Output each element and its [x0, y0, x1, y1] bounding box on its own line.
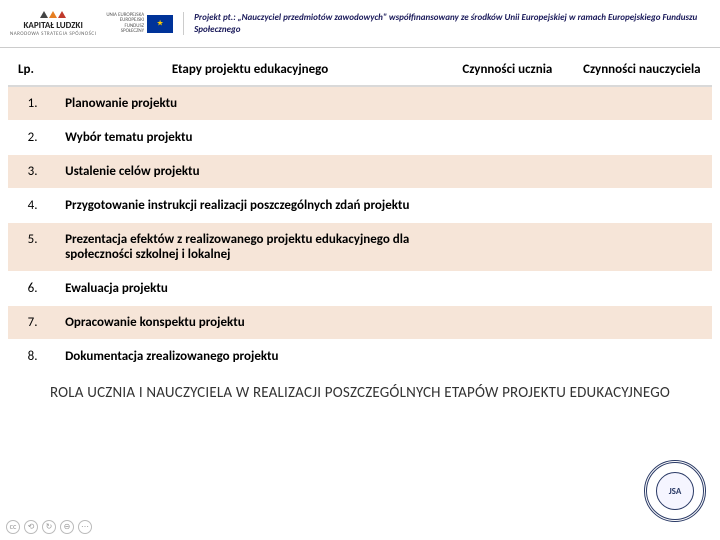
col-header-teacher: Czynności nauczyciela: [572, 54, 712, 86]
cell-lp: 4.: [8, 189, 57, 223]
table-row: 2.Wybór tematu projektu: [8, 121, 712, 155]
eu-text: UNIA EUROPEJSKA EUROPEJSKI FUNDUSZ SPOŁE…: [106, 13, 144, 35]
cell-student: [443, 155, 572, 189]
cell-teacher: [572, 86, 712, 121]
cell-student: [443, 306, 572, 340]
cc-icon: cc: [6, 520, 20, 534]
eu-flag-icon: [147, 15, 173, 33]
more-icon: ⋯: [78, 520, 92, 534]
table-row: 4.Przygotowanie instrukcji realizacji po…: [8, 189, 712, 223]
table-header-row: Lp. Etapy projektu edukacyjnego Czynnośc…: [8, 54, 712, 86]
cell-teacher: [572, 223, 712, 272]
table-row: 1.Planowanie projektu: [8, 86, 712, 121]
project-title-text: Projekt pt.: „Nauczyciel przedmiotów zaw…: [183, 12, 710, 35]
cell-student: [443, 223, 572, 272]
eu-logo: UNIA EUROPEJSKA EUROPEJSKI FUNDUSZ SPOŁE…: [106, 13, 173, 35]
cell-lp: 1.: [8, 86, 57, 121]
kapital-ludzki-logo: KAPITAŁ LUDZKI NARODOWA STRATEGIA SPÓJNO…: [10, 11, 96, 37]
attribution-icon: ⟲: [24, 520, 38, 534]
cell-teacher: [572, 306, 712, 340]
project-stages-table-wrap: Lp. Etapy projektu edukacyjnego Czynnośc…: [0, 48, 720, 374]
cell-lp: 6.: [8, 272, 57, 306]
cell-lp: 5.: [8, 223, 57, 272]
kapital-title: KAPITAŁ LUDZKI: [24, 20, 83, 31]
cell-student: [443, 272, 572, 306]
cell-lp: 2.: [8, 121, 57, 155]
noderiv-icon: ⊖: [60, 520, 74, 534]
cell-lp: 8.: [8, 340, 57, 374]
table-row: 3.Ustalenie celów projektu: [8, 155, 712, 189]
kapital-subtitle: NARODOWA STRATEGIA SPÓJNOŚCI: [10, 31, 96, 37]
cell-teacher: [572, 155, 712, 189]
share-icon: ↻: [42, 520, 56, 534]
cell-lp: 3.: [8, 155, 57, 189]
cell-student: [443, 86, 572, 121]
table-row: 5.Prezentacja efektów z realizowanego pr…: [8, 223, 712, 272]
cell-student: [443, 189, 572, 223]
cell-teacher: [572, 121, 712, 155]
table-row: 8.Dokumentacja zrealizowanego projektu: [8, 340, 712, 374]
cell-stage: Prezentacja efektów z realizowanego proj…: [57, 223, 443, 272]
funding-banner: KAPITAŁ LUDZKI NARODOWA STRATEGIA SPÓJNO…: [0, 0, 720, 48]
project-stages-table: Lp. Etapy projektu edukacyjnego Czynnośc…: [8, 54, 712, 374]
toolbar-icons: cc ⟲ ↻ ⊖ ⋯: [6, 520, 92, 534]
cell-lp: 7.: [8, 306, 57, 340]
cell-stage: Opracowanie konspektu projektu: [57, 306, 443, 340]
col-header-student: Czynności ucznia: [443, 54, 572, 86]
cell-teacher: [572, 189, 712, 223]
cell-stage: Ewaluacja projektu: [57, 272, 443, 306]
cell-stage: Ustalenie celów projektu: [57, 155, 443, 189]
seal-initials: JSA: [656, 472, 694, 510]
cell-student: [443, 121, 572, 155]
col-header-lp: Lp.: [8, 54, 57, 86]
cell-stage: Przygotowanie instrukcji realizacji posz…: [57, 189, 443, 223]
university-seal-icon: JSA: [644, 460, 706, 522]
cell-stage: Planowanie projektu: [57, 86, 443, 121]
slide-caption: ROLA UCZNIA I NAUCZYCIELA W REALIZACJI P…: [0, 384, 720, 402]
table-row: 6.Ewaluacja projektu: [8, 272, 712, 306]
cell-teacher: [572, 340, 712, 374]
cell-student: [443, 340, 572, 374]
col-header-stages: Etapy projektu edukacyjnego: [57, 54, 443, 86]
table-row: 7.Opracowanie konspektu projektu: [8, 306, 712, 340]
cell-stage: Dokumentacja zrealizowanego projektu: [57, 340, 443, 374]
cell-stage: Wybór tematu projektu: [57, 121, 443, 155]
cell-teacher: [572, 272, 712, 306]
